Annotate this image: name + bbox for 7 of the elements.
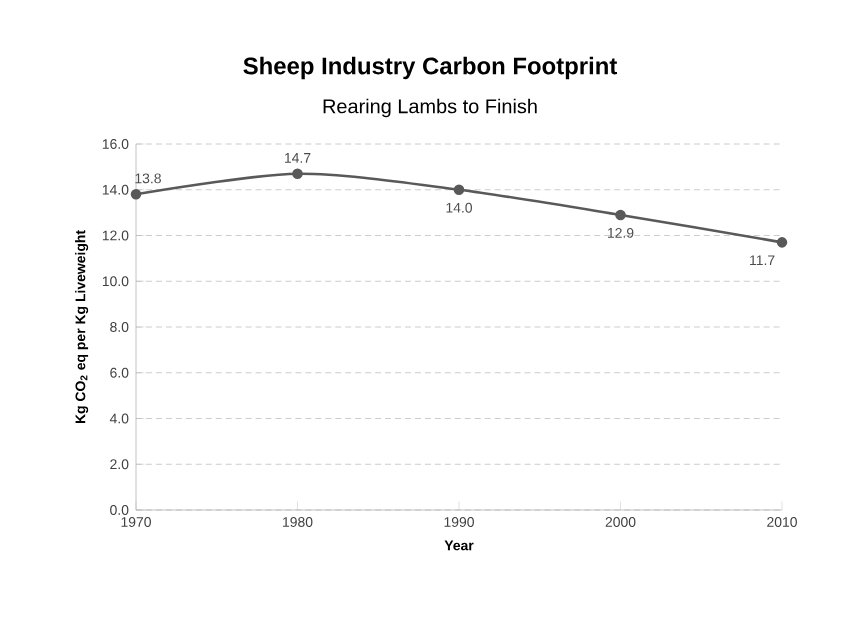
chart-title: Sheep Industry Carbon Footprint [243, 56, 618, 80]
chart-subtitle: Rearing Lambs to Finish [323, 98, 537, 118]
point [615, 209, 626, 221]
point [292, 168, 303, 180]
point [776, 237, 788, 248]
point [453, 184, 465, 196]
point [130, 189, 142, 200]
